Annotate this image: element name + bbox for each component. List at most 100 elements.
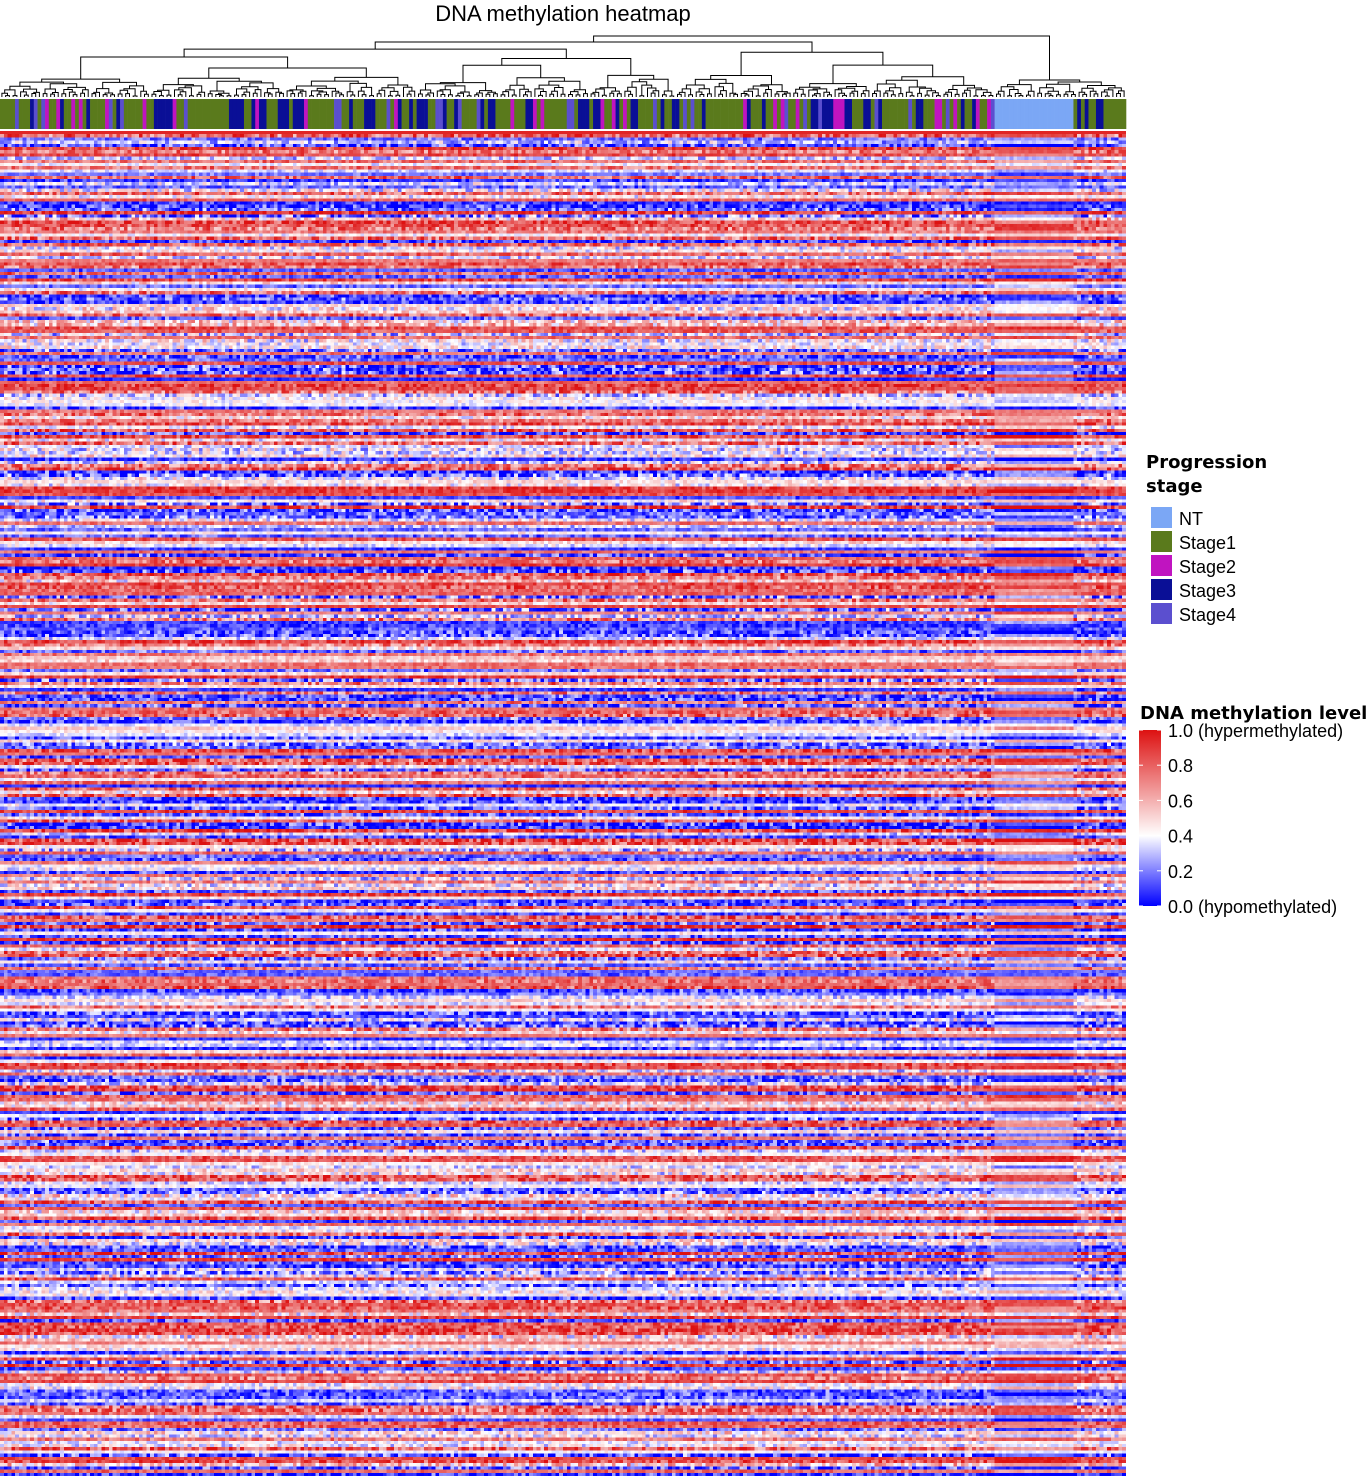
annotation-cell xyxy=(776,99,781,129)
dendrogram-branch xyxy=(590,93,596,97)
dendrogram-branch xyxy=(1037,92,1042,97)
annotation-cell xyxy=(1073,99,1078,129)
annotation-cell xyxy=(615,99,620,129)
stage-legend-title-line1: Progression xyxy=(1146,452,1267,473)
dendrogram-branch xyxy=(196,93,202,97)
annotation-cell xyxy=(547,99,553,129)
dendrogram-branch xyxy=(374,41,813,53)
annotation-cell xyxy=(1099,99,1104,129)
annotation-cell xyxy=(836,99,842,129)
annotation-cell xyxy=(116,99,121,129)
dendrogram-branch xyxy=(549,93,555,97)
dendrogram-branch xyxy=(125,93,130,97)
annotation-cell xyxy=(611,99,616,129)
annotation-cell xyxy=(705,99,710,129)
annotation-cell xyxy=(292,99,297,129)
stage-legend-title-line2: stage xyxy=(1146,476,1203,497)
annotation-cell xyxy=(957,99,962,129)
color-legend-tick-label: 0.2 xyxy=(1168,862,1193,882)
annotation-cell xyxy=(529,99,534,129)
dendrogram-branch xyxy=(5,95,10,97)
annotation-cell xyxy=(668,99,673,129)
annotation-cell xyxy=(1107,99,1112,129)
annotation-cell xyxy=(1118,99,1123,129)
annotation-cell xyxy=(300,99,305,129)
dendrogram-branch xyxy=(388,95,393,97)
dendrogram-branch xyxy=(474,94,480,97)
dendrogram-branch xyxy=(267,93,273,97)
annotation-cell xyxy=(146,99,151,129)
annotation-cell xyxy=(60,99,65,129)
annotation-cell xyxy=(405,99,410,129)
annotation-cell xyxy=(930,99,935,129)
dendrogram-branch xyxy=(523,94,528,97)
annotation-cell xyxy=(968,99,973,129)
annotation-cell xyxy=(311,99,316,129)
annotation-cell xyxy=(555,99,560,129)
annotation-cell xyxy=(945,99,950,129)
dendrogram-branch xyxy=(1007,84,1032,92)
annotation-cell xyxy=(330,99,335,129)
heatmap-top-row xyxy=(0,131,1126,134)
annotation-cell xyxy=(563,99,568,129)
annotation-cell xyxy=(953,99,958,129)
annotation-cell xyxy=(863,99,868,129)
annotation-cell xyxy=(33,99,38,129)
annotation-cell xyxy=(1069,99,1074,129)
annotation-cell xyxy=(1047,99,1052,129)
dendrogram-branch xyxy=(299,90,307,97)
annotation-cell xyxy=(457,99,462,129)
annotation-cell xyxy=(1054,99,1059,129)
annotation-cell xyxy=(690,99,695,129)
annotation-cell xyxy=(1110,99,1116,129)
dendrogram-branch xyxy=(485,93,491,97)
annotation-cell xyxy=(469,99,474,129)
dendrogram-branch xyxy=(917,92,922,97)
annotation-cell xyxy=(442,99,447,129)
annotation-cell xyxy=(1077,99,1082,129)
annotation-cell xyxy=(349,99,354,129)
annotation-cell xyxy=(585,99,590,129)
dendrogram-branch xyxy=(560,93,566,97)
annotation-cell xyxy=(506,99,511,129)
annotation-cell xyxy=(683,99,688,129)
annotation-cell xyxy=(379,99,384,129)
annotation-cell xyxy=(367,99,372,129)
annotation-cell xyxy=(761,99,766,129)
dendrogram-branch xyxy=(943,93,949,97)
annotation-cell xyxy=(1095,99,1101,129)
dendrogram-branch xyxy=(698,88,710,94)
annotation-cell xyxy=(852,99,857,129)
annotation-cell xyxy=(277,99,282,129)
annotation-cell xyxy=(833,99,838,129)
annotation-cell xyxy=(15,99,20,129)
dendrogram-branch xyxy=(827,94,832,97)
dendrogram-branch xyxy=(616,93,622,97)
annotation-cell xyxy=(649,99,654,129)
annotation-cell xyxy=(157,99,162,129)
annotation-cell xyxy=(435,99,440,129)
annotation-cell xyxy=(765,99,770,129)
dendrogram-branch xyxy=(677,93,682,97)
annotation-cell xyxy=(75,99,80,129)
annotation-cell xyxy=(604,99,609,129)
dendrogram-branch xyxy=(568,94,573,97)
annotation-cell xyxy=(994,99,999,129)
dendrogram-branch xyxy=(740,51,884,76)
dendrogram-branch xyxy=(93,91,100,97)
annotation-cell xyxy=(465,99,470,129)
annotation-cell xyxy=(427,99,432,129)
dendrogram-branch xyxy=(505,89,515,95)
annotation-cell xyxy=(439,99,444,129)
annotation-cell xyxy=(1065,99,1070,129)
annotation-cell xyxy=(304,99,309,129)
dendrogram-branch xyxy=(339,94,344,97)
annotation-cell xyxy=(641,99,646,129)
annotation-cell xyxy=(416,99,421,129)
annotation-cell xyxy=(679,99,684,129)
dendrogram-branch xyxy=(932,92,939,97)
annotation-cell xyxy=(799,99,804,129)
dendrogram-branch xyxy=(159,95,164,97)
annotation-cell xyxy=(1002,99,1007,129)
